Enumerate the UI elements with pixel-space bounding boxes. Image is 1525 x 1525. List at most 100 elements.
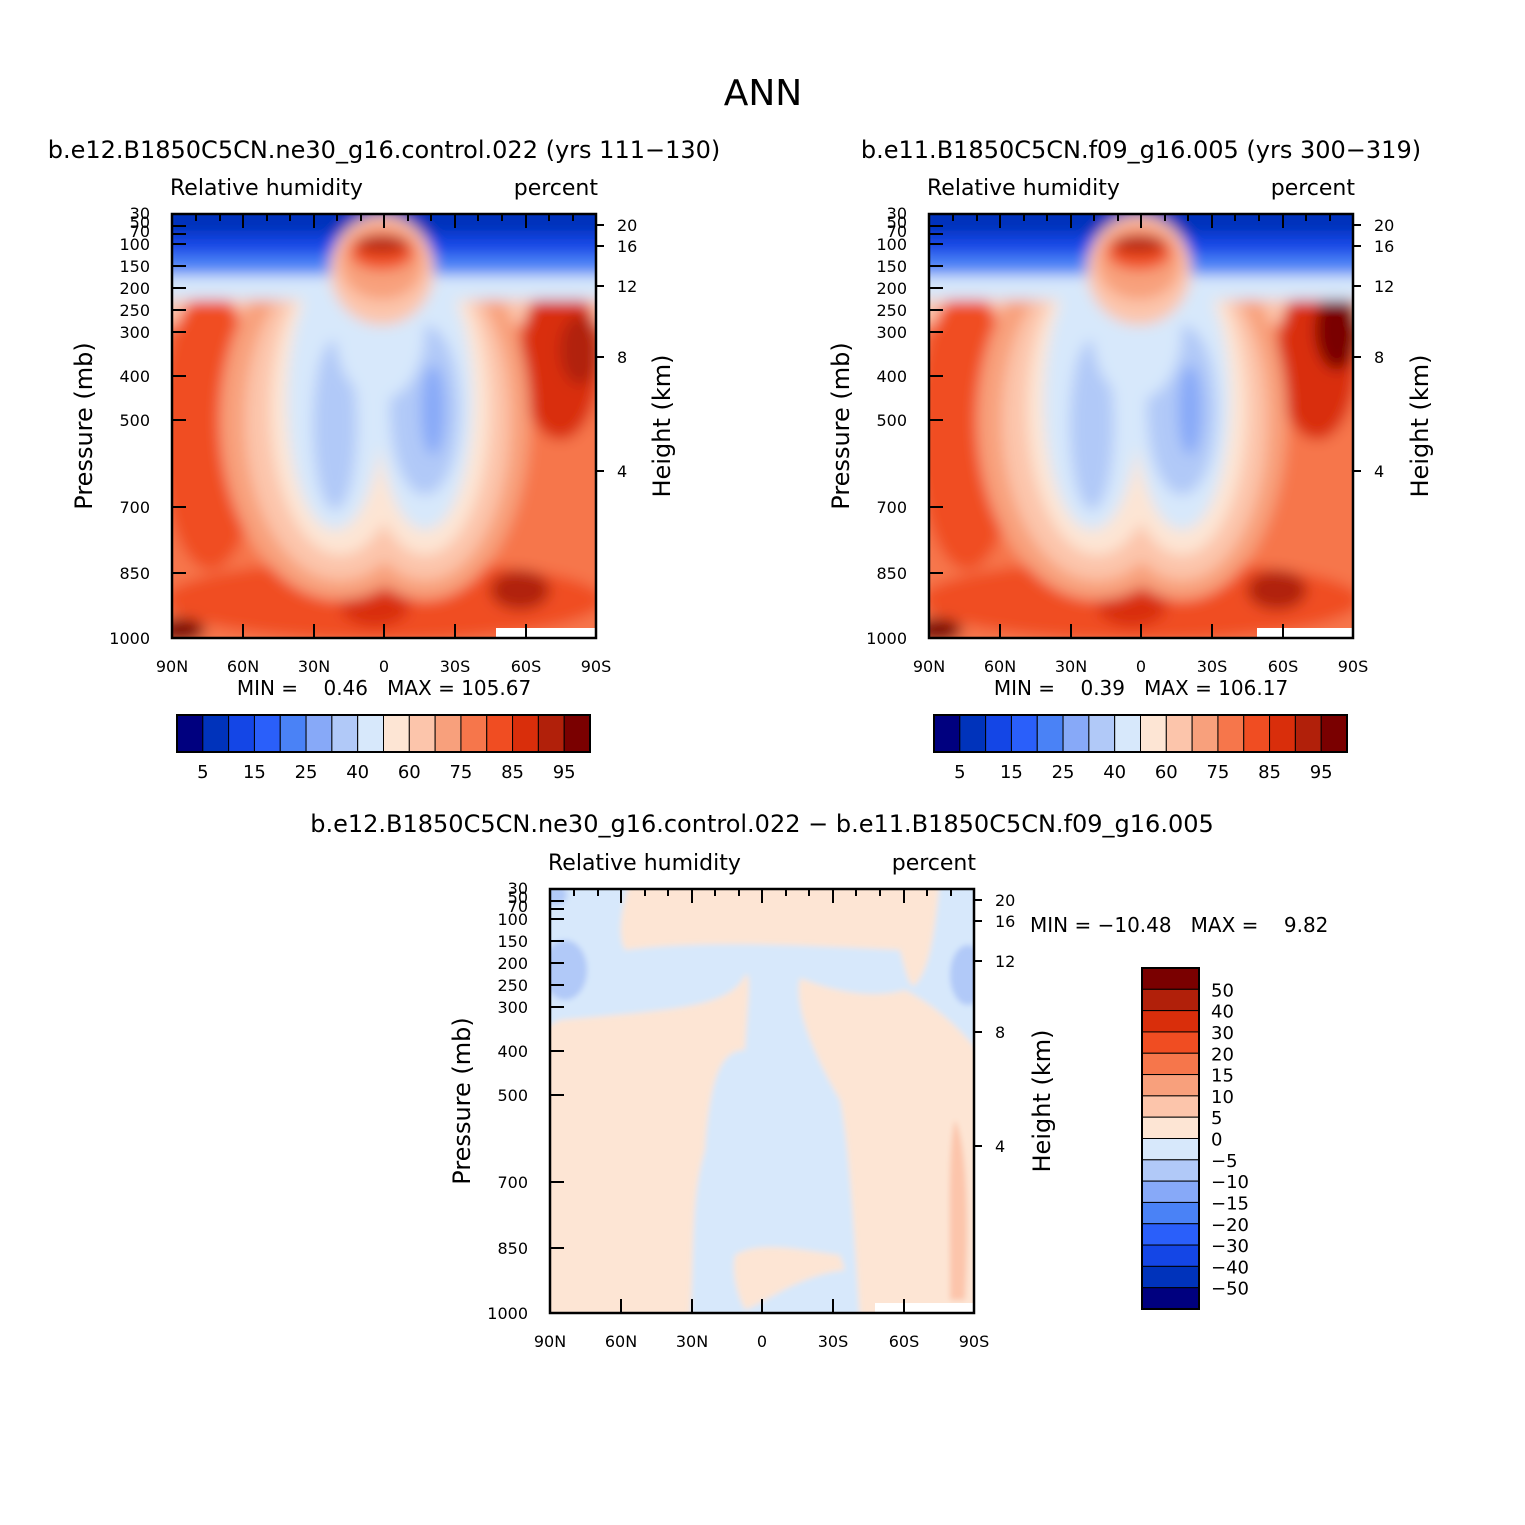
colorbar-label: 75 bbox=[449, 762, 472, 783]
svg-text:12: 12 bbox=[617, 277, 637, 296]
svg-text:60S: 60S bbox=[889, 1332, 920, 1351]
svg-text:400: 400 bbox=[876, 367, 907, 386]
svg-text:8: 8 bbox=[1374, 348, 1384, 367]
svg-text:60S: 60S bbox=[511, 657, 542, 676]
svg-text:20: 20 bbox=[995, 891, 1015, 910]
svg-text:850: 850 bbox=[497, 1239, 528, 1258]
colorbar-label: 15 bbox=[1000, 762, 1023, 783]
colorbar-swatch bbox=[1062, 714, 1090, 753]
svg-text:400: 400 bbox=[119, 367, 150, 386]
colorbar-swatch bbox=[408, 714, 436, 753]
y-right-axis-label: Height (km) bbox=[1406, 355, 1434, 498]
svg-text:30: 30 bbox=[508, 879, 528, 898]
svg-text:500: 500 bbox=[497, 1086, 528, 1105]
svg-text:12: 12 bbox=[1374, 277, 1394, 296]
svg-text:1000: 1000 bbox=[109, 629, 150, 648]
colorbar-label: 10 bbox=[1211, 1087, 1234, 1108]
panel-title: b.e12.B1850C5CN.ne30_g16.control.022 (yr… bbox=[48, 136, 721, 164]
colorbar-swatch bbox=[1036, 714, 1064, 753]
colorbar-label: −15 bbox=[1211, 1193, 1249, 1214]
svg-text:8: 8 bbox=[995, 1023, 1005, 1042]
colorbar-swatch bbox=[383, 714, 410, 753]
colorbar-label: 25 bbox=[295, 762, 318, 783]
svg-text:4: 4 bbox=[617, 462, 627, 481]
svg-text:150: 150 bbox=[876, 257, 907, 276]
svg-text:60N: 60N bbox=[605, 1332, 637, 1351]
panel-title: b.e11.B1850C5CN.f09_g16.005 (yrs 300−319… bbox=[861, 136, 1421, 164]
colorbar-swatch bbox=[357, 714, 384, 753]
colorbar-swatch bbox=[1294, 714, 1322, 753]
svg-text:90N: 90N bbox=[156, 657, 188, 676]
colorbar-label: 40 bbox=[1103, 762, 1126, 783]
colorbar-swatch bbox=[305, 714, 333, 753]
svg-text:100: 100 bbox=[119, 235, 150, 254]
min-max-label: MIN = 0.39 MAX = 106.17 bbox=[994, 676, 1288, 700]
colorbar-swatch bbox=[959, 714, 987, 753]
y-right-tick-labels: 20 16 12 8 4 bbox=[995, 891, 1015, 1156]
colorbar-label: 0 bbox=[1211, 1130, 1222, 1151]
colorbar-label: −20 bbox=[1211, 1215, 1249, 1236]
colorbar: 5 15 25 40 60 75 85 95 bbox=[176, 714, 591, 783]
colorbar-swatch bbox=[1141, 1180, 1200, 1203]
colorbar-label: 75 bbox=[1206, 762, 1229, 783]
axis-ticks bbox=[549, 888, 982, 1314]
axis-ticks bbox=[928, 213, 1361, 639]
contour-field bbox=[172, 214, 596, 638]
svg-text:150: 150 bbox=[119, 257, 150, 276]
colorbar-swatch bbox=[253, 714, 281, 753]
colorbar-swatch bbox=[1010, 714, 1038, 753]
colorbar-label: 40 bbox=[1211, 1002, 1234, 1023]
colorbar-swatch bbox=[1141, 1244, 1200, 1267]
svg-text:100: 100 bbox=[876, 235, 907, 254]
colorbar-label: 15 bbox=[1211, 1066, 1234, 1087]
colorbar-label: 60 bbox=[1155, 762, 1178, 783]
colorbar-swatch bbox=[1141, 1116, 1200, 1139]
svg-text:30S: 30S bbox=[1197, 657, 1228, 676]
svg-text:0: 0 bbox=[757, 1332, 767, 1351]
colorbar-swatch bbox=[1141, 967, 1200, 990]
colorbar-label: 95 bbox=[1310, 762, 1333, 783]
colorbar-swatch bbox=[434, 714, 462, 753]
svg-text:16: 16 bbox=[617, 237, 637, 256]
axis-ticks bbox=[171, 213, 604, 639]
colorbar-swatch bbox=[486, 714, 514, 753]
colorbar-label: −5 bbox=[1211, 1151, 1238, 1172]
colorbar-swatch bbox=[279, 714, 307, 753]
colorbar-label: −50 bbox=[1211, 1279, 1249, 1300]
svg-text:90S: 90S bbox=[581, 657, 612, 676]
svg-text:50: 50 bbox=[130, 213, 150, 232]
colorbar-label: 5 bbox=[954, 762, 965, 783]
svg-text:150: 150 bbox=[497, 932, 528, 951]
colorbar-swatch bbox=[1141, 1201, 1200, 1225]
colorbar-label: 30 bbox=[1211, 1023, 1234, 1044]
variable-label: Relative humidity bbox=[927, 176, 1120, 201]
x-tick-labels: 90N 60N 30N 0 30S 60S 90S bbox=[913, 657, 1368, 676]
panel-title: b.e12.B1850C5CN.ne30_g16.control.022 − b… bbox=[310, 810, 1214, 838]
page-title: ANN bbox=[724, 73, 803, 114]
colorbar-label: −40 bbox=[1211, 1257, 1249, 1278]
svg-text:12: 12 bbox=[995, 952, 1015, 971]
svg-text:500: 500 bbox=[876, 411, 907, 430]
x-tick-labels: 90N 60N 30N 0 30S 60S 90S bbox=[534, 1332, 989, 1351]
svg-text:250: 250 bbox=[119, 301, 150, 320]
svg-text:8: 8 bbox=[617, 348, 627, 367]
svg-text:20: 20 bbox=[1374, 216, 1394, 235]
svg-text:50: 50 bbox=[887, 213, 907, 232]
units-label: percent bbox=[892, 851, 977, 876]
colorbar-swatch bbox=[1165, 714, 1193, 753]
svg-text:20: 20 bbox=[617, 216, 637, 235]
svg-text:1000: 1000 bbox=[487, 1304, 528, 1323]
colorbar-swatch bbox=[1140, 714, 1167, 753]
svg-text:1000: 1000 bbox=[866, 629, 907, 648]
svg-text:90N: 90N bbox=[534, 1332, 566, 1351]
colorbar-label: 60 bbox=[398, 762, 421, 783]
colorbar-label: 20 bbox=[1211, 1044, 1234, 1065]
y-right-tick-labels: 20 16 12 8 4 bbox=[617, 216, 637, 481]
colorbar-label: −30 bbox=[1211, 1236, 1249, 1257]
svg-text:300: 300 bbox=[876, 323, 907, 342]
colorbar-swatch bbox=[1191, 714, 1219, 753]
svg-text:60S: 60S bbox=[1268, 657, 1299, 676]
colorbar: 5 15 25 40 60 75 85 95 bbox=[933, 714, 1348, 783]
colorbar-frame bbox=[933, 714, 1348, 753]
